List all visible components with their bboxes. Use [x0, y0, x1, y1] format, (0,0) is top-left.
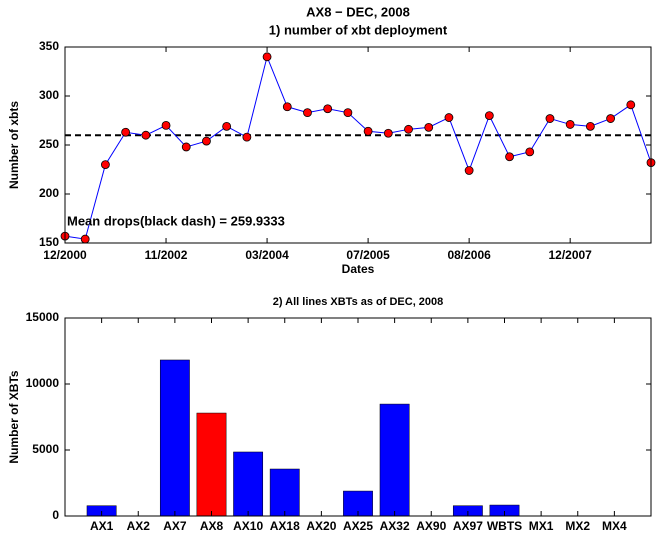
data-point [464, 166, 474, 175]
data-point [121, 127, 131, 137]
data-point [606, 114, 615, 123]
data-point [585, 121, 595, 131]
data-point [525, 147, 535, 157]
bar [379, 403, 410, 517]
x-tick-label: MX4 [602, 519, 627, 533]
plot-area [65, 318, 651, 516]
data-point [424, 122, 434, 132]
x-tick-label: AX1 [90, 519, 114, 533]
data-point [242, 132, 252, 142]
data-point [282, 102, 292, 112]
data-point [323, 104, 333, 114]
x-tick-label: AX97 [453, 519, 483, 533]
data-point [80, 234, 90, 244]
x-axis-label: Dates [342, 262, 375, 276]
data-point [565, 120, 575, 129]
x-tick-label: AX8 [200, 519, 224, 533]
data-point [303, 108, 312, 118]
y-tick-label: 150 [39, 235, 59, 249]
data-point [202, 136, 211, 146]
x-tick-label: WBTS [487, 519, 522, 533]
annotation: Mean drops(black dash) = 259.9333 [67, 213, 285, 228]
data-point [181, 142, 191, 152]
y-tick-label: 200 [39, 186, 59, 200]
data-point [222, 121, 232, 131]
x-tick-label: 12/2007 [548, 248, 592, 262]
data-point [363, 126, 373, 136]
x-tick-label: MX2 [565, 519, 590, 533]
x-tick-label: 08/2006 [447, 248, 491, 262]
chart-title: 2) All lines XBTs as of DEC, 2008 [273, 296, 444, 308]
data-point [343, 108, 353, 118]
x-tick-label: 11/2002 [145, 248, 188, 262]
y-tick-label: 250 [39, 137, 59, 151]
x-tick-label: MX1 [529, 519, 554, 533]
data-point [101, 160, 110, 170]
x-tick-label: AX10 [233, 519, 263, 533]
data-point [545, 114, 555, 123]
x-tick-label: AX25 [343, 519, 373, 533]
data-point [626, 100, 636, 110]
y-tick-label: 10000 [26, 376, 60, 390]
y-tick-label: 15000 [26, 310, 60, 324]
data-point [484, 111, 494, 120]
x-tick-label: 03/2004 [245, 248, 289, 262]
data-point [262, 52, 272, 62]
chart-subtitle: 1) number of xbt deployment [269, 22, 448, 37]
x-tick-label: AX20 [306, 519, 336, 533]
axes-box [64, 317, 652, 517]
x-tick-label: AX7 [163, 519, 187, 533]
data-point [161, 121, 171, 130]
data-point [383, 128, 393, 138]
plot-area [65, 47, 651, 243]
data-point [141, 130, 151, 140]
y-axis-label: Number of XBTs [7, 370, 21, 463]
data-point [444, 113, 454, 122]
data-point [505, 152, 514, 162]
x-tick-label: 12/2000 [43, 248, 87, 262]
y-tick-label: 350 [39, 39, 59, 53]
x-tick-label: AX2 [127, 519, 151, 533]
bar [269, 468, 300, 517]
bar [233, 451, 264, 517]
data-point [404, 124, 413, 134]
x-tick-label: AX32 [380, 519, 410, 533]
x-tick-label: 07/2005 [346, 248, 390, 262]
y-axis-label: Number of xbts [7, 101, 21, 189]
x-tick-label: AX18 [270, 519, 300, 533]
y-tick-label: 5000 [32, 442, 59, 456]
bar [196, 412, 227, 517]
x-tick-label: AX90 [416, 519, 446, 533]
y-tick-label: 0 [52, 508, 59, 522]
chart-title: AX8 − DEC, 2008 [306, 4, 410, 19]
bar [159, 359, 190, 517]
axes-box [64, 46, 652, 244]
y-tick-label: 300 [39, 88, 59, 102]
